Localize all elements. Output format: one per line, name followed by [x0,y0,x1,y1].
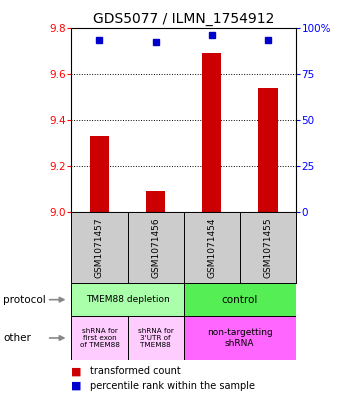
Text: control: control [222,295,258,305]
Text: other: other [3,333,31,343]
Text: shRNA for
first exon
of TMEM88: shRNA for first exon of TMEM88 [80,328,119,348]
Bar [184,316,296,360]
Text: protocol: protocol [3,295,46,305]
Bar [202,53,221,212]
Text: GSM1071454: GSM1071454 [207,217,216,278]
Bar [146,191,165,212]
Bar [90,136,109,212]
Bar [128,316,184,360]
Text: GSM1071455: GSM1071455 [263,217,272,278]
Text: percentile rank within the sample: percentile rank within the sample [90,381,255,391]
Text: transformed count: transformed count [90,366,181,376]
Title: GDS5077 / ILMN_1754912: GDS5077 / ILMN_1754912 [93,13,274,26]
Bar [258,88,277,212]
Text: ■: ■ [71,381,82,391]
Text: GSM1071457: GSM1071457 [95,217,104,278]
Text: TMEM88 depletion: TMEM88 depletion [86,295,169,304]
Bar [71,283,184,316]
Text: shRNA for
3'UTR of
TMEM88: shRNA for 3'UTR of TMEM88 [138,328,173,348]
Bar [184,283,296,316]
Bar [71,316,128,360]
Text: non-targetting
shRNA: non-targetting shRNA [207,328,273,348]
Text: ■: ■ [71,366,82,376]
Text: GSM1071456: GSM1071456 [151,217,160,278]
